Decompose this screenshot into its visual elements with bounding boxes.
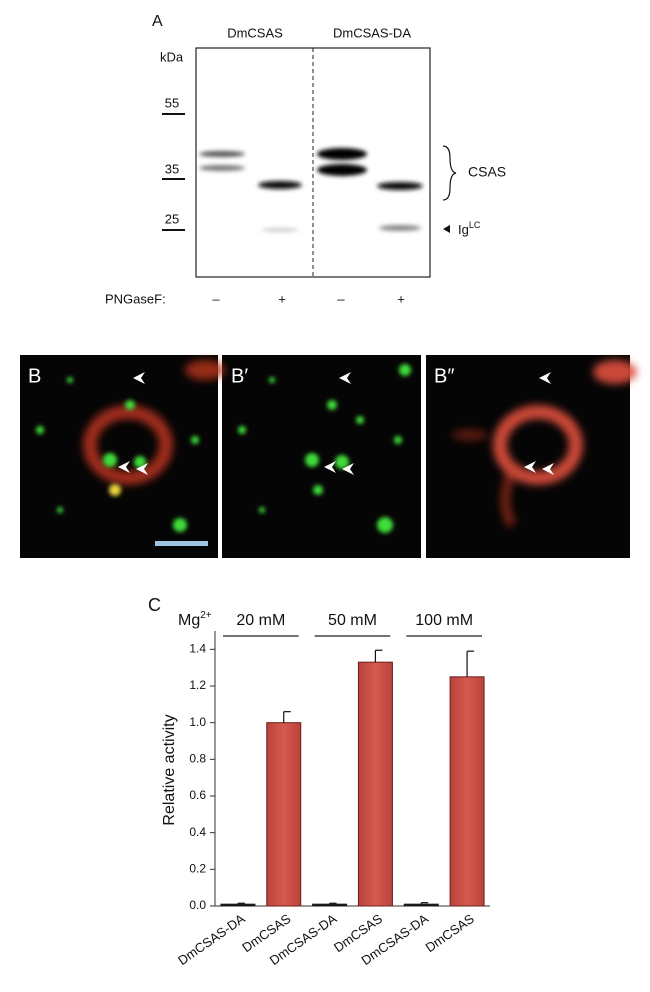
group-label: 100 mM <box>415 612 473 629</box>
sign: + <box>278 291 286 306</box>
sign: – <box>337 291 345 306</box>
treatment-label: PNGaseF: <box>105 291 166 306</box>
image-merge <box>20 355 218 558</box>
group-title-text: Mg <box>178 612 200 629</box>
y-tick-label: 0.6 <box>189 788 206 802</box>
panel-label: B″ <box>434 365 454 387</box>
y-tick-label: 1.2 <box>189 678 206 692</box>
y-tick-label: 0.4 <box>189 825 206 839</box>
group-label: 20 mM <box>236 612 285 629</box>
ig-text: Ig <box>458 222 469 237</box>
unit-label: kDa <box>160 49 184 64</box>
marker-label: 55 <box>165 95 179 110</box>
bar <box>357 661 393 907</box>
bar <box>266 722 302 907</box>
y-tick-label: 1.4 <box>189 642 206 656</box>
group-title-sup: 2+ <box>200 610 212 621</box>
arrowhead <box>443 225 450 233</box>
arrowheads <box>118 372 554 475</box>
bar <box>403 903 439 907</box>
marker-label: 35 <box>165 161 179 176</box>
bar <box>312 903 348 907</box>
x-tick-label: DmCSAS <box>423 911 477 955</box>
bracket-label: CSAS <box>468 164 506 180</box>
panel-c: C Mg2+ Relative activity 0.0 0.2 0.4 0.6 0.8… <box>148 595 490 968</box>
x-tick-label: DmCSAS-DA <box>175 911 248 968</box>
image-red <box>426 355 630 558</box>
sign: + <box>397 291 405 306</box>
ig-label: IgLC <box>458 220 481 237</box>
group-title: Mg2+ <box>178 610 212 630</box>
red-signal <box>83 360 637 528</box>
y-tick-label: 0.0 <box>189 898 206 912</box>
panel-b: B B′ B″ <box>20 355 637 558</box>
lane-label: DmCSAS-DA <box>333 25 411 40</box>
y-axis-label: Relative activity <box>161 714 178 825</box>
green-signal <box>36 364 411 533</box>
bracket <box>442 145 457 201</box>
ig-sup: LC <box>469 220 481 230</box>
bar <box>220 903 256 907</box>
marker-label: 25 <box>165 211 179 226</box>
group-label: 50 mM <box>328 612 377 629</box>
bands <box>199 148 423 232</box>
y-tick-label: 1.0 <box>189 715 206 729</box>
scale-bar <box>155 541 208 546</box>
y-tick-label: 0.8 <box>189 752 206 766</box>
sign: – <box>212 291 220 306</box>
panel-label: C <box>148 595 161 615</box>
panel-label: B′ <box>231 365 248 387</box>
lane-label: DmCSAS <box>227 25 283 40</box>
panel-label: B <box>28 365 41 387</box>
bar <box>449 676 485 907</box>
panel-label: A <box>152 13 163 30</box>
y-tick-label: 0.2 <box>189 862 206 876</box>
panel-a: A DmCSAS DmCSAS-DA kDa 55 35 25 CSAS IgL… <box>105 13 506 306</box>
